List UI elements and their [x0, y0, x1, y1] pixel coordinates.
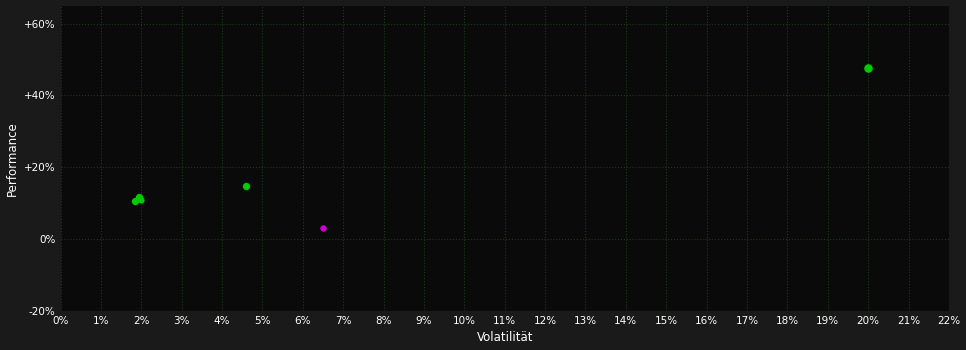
- Point: [133, 197, 149, 203]
- Point: [315, 225, 330, 230]
- Point: [131, 194, 147, 199]
- Point: [128, 198, 143, 204]
- Point: [861, 66, 876, 71]
- Y-axis label: Performance: Performance: [6, 121, 18, 196]
- Point: [239, 183, 254, 189]
- X-axis label: Volatilität: Volatilität: [476, 331, 533, 344]
